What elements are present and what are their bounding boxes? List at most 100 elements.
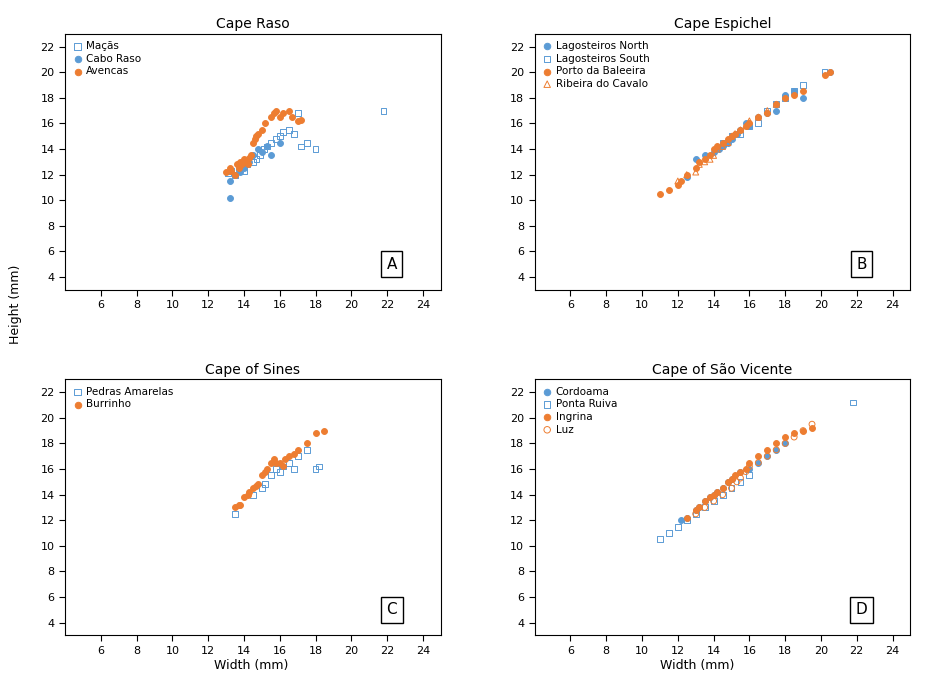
Porto da Baleeira [732, 124, 747, 135]
Cabo Raso [227, 169, 242, 180]
Porto da Baleeira [759, 107, 774, 118]
Lagosteiros North [732, 124, 747, 135]
Maçãs [220, 168, 235, 178]
Title: Cape of São Vicente: Cape of São Vicente [651, 363, 792, 377]
Text: Width (mm): Width (mm) [659, 659, 733, 672]
Ingrina [750, 451, 765, 462]
Ponta Ruiva [670, 521, 685, 532]
Avencas [285, 112, 300, 122]
Avencas [254, 124, 269, 135]
Avencas [290, 116, 304, 126]
Porto da Baleeira [727, 128, 741, 139]
Porto da Baleeira [697, 154, 712, 165]
Cabo Raso [245, 150, 260, 161]
Ponta Ruiva [661, 528, 676, 539]
Text: A: A [386, 257, 396, 272]
Ribeira do Cavalo [702, 154, 716, 165]
Maçãs [231, 163, 246, 174]
Luz [794, 425, 809, 436]
Avencas [243, 150, 258, 161]
Lagosteiros South [741, 120, 756, 131]
Lagosteiros North [728, 128, 743, 139]
Porto da Baleeira [691, 156, 706, 167]
Maçãs [227, 169, 242, 180]
Cabo Raso [263, 150, 277, 161]
Cordoama [697, 496, 712, 506]
Cordoama [768, 444, 783, 455]
Lagosteiros North [738, 118, 753, 129]
Text: Height (mm): Height (mm) [9, 264, 22, 344]
Porto da Baleeira [709, 141, 724, 152]
Maçãs [237, 166, 251, 176]
Burrinho [268, 457, 283, 468]
Maçãs [224, 166, 238, 176]
Cabo Raso [272, 137, 287, 148]
Ribeira do Cavalo [678, 169, 693, 180]
Luz [738, 466, 753, 477]
Porto da Baleeira [821, 67, 836, 78]
Ponta Ruiva [732, 477, 747, 487]
Title: Cape Raso: Cape Raso [216, 18, 290, 31]
Cordoama [678, 512, 693, 523]
Avencas [229, 159, 244, 170]
Lagosteiros North [711, 143, 726, 154]
Avencas [293, 114, 308, 125]
Ribeira do Cavalo [688, 167, 702, 178]
Avencas [227, 169, 242, 180]
Ingrina [768, 438, 783, 449]
Burrinho [231, 500, 246, 510]
Title: Cape of Sines: Cape of Sines [205, 363, 300, 377]
Cordoama [715, 483, 729, 493]
Ponta Ruiva [715, 489, 729, 500]
Ribeira do Cavalo [732, 124, 747, 135]
Ribeira do Cavalo [759, 105, 774, 116]
Maçãs [272, 130, 287, 141]
Cabo Raso [241, 156, 256, 167]
Porto da Baleeira [673, 176, 688, 187]
Luz [741, 461, 756, 472]
Cordoama [732, 466, 747, 477]
Ingrina [678, 512, 693, 523]
Lagosteiros South [715, 137, 729, 148]
Ponta Ruiva [651, 534, 666, 545]
Ponta Ruiva [697, 502, 712, 513]
Porto da Baleeira [661, 185, 676, 195]
Lagosteiros North [821, 67, 836, 78]
Ribeira do Cavalo [670, 176, 685, 187]
Ingrina [759, 444, 774, 455]
Porto da Baleeira [817, 70, 831, 80]
Cordoama [688, 504, 702, 515]
Cordoama [673, 515, 688, 526]
Luz [715, 489, 729, 500]
Pedras Amarelas [254, 483, 269, 493]
Ponta Ruiva [844, 397, 859, 408]
Ponta Ruiva [678, 515, 693, 526]
Maçãs [252, 150, 267, 161]
Luz [750, 457, 765, 468]
Avencas [239, 159, 254, 170]
Lagosteiros South [723, 130, 738, 141]
Ribeira do Cavalo [738, 120, 753, 131]
Ingrina [723, 474, 738, 485]
Cabo Raso [237, 163, 251, 174]
Maçãs [249, 154, 264, 165]
Ingrina [786, 428, 801, 439]
Ponta Ruiva [705, 496, 720, 506]
Cordoama [702, 491, 716, 502]
Lagosteiros North [678, 172, 693, 183]
Text: C: C [386, 602, 397, 617]
Porto da Baleeira [738, 120, 753, 131]
Cabo Raso [233, 167, 248, 178]
Luz [688, 508, 702, 519]
Maçãs [287, 128, 302, 139]
Lagosteiros North [777, 90, 792, 101]
Text: B: B [856, 257, 866, 272]
Lagosteiros North [750, 112, 765, 122]
Ribeira do Cavalo [705, 150, 720, 161]
Ingrina [727, 470, 741, 481]
Ribeira do Cavalo [723, 130, 738, 141]
Porto da Baleeira [750, 112, 765, 122]
Lagosteiros North [741, 120, 756, 131]
Maçãs [239, 159, 254, 170]
Avencas [233, 156, 248, 167]
